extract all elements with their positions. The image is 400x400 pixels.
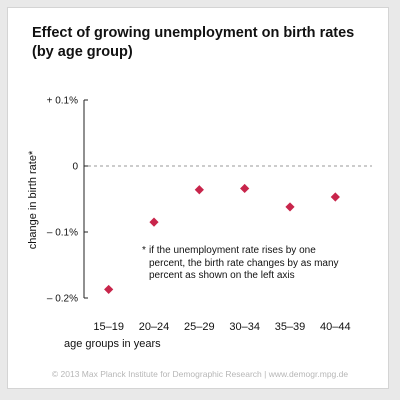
- chart-title-line2: (by age group): [32, 44, 133, 60]
- data-point-diamond: [149, 217, 159, 227]
- y-axis-label: change in birth rate*: [27, 150, 39, 249]
- y-tick-label: + 0.1%: [47, 96, 79, 107]
- data-point-diamond: [104, 284, 114, 295]
- data-point-diamond: [330, 192, 340, 202]
- x-tick-label: 25–29: [184, 321, 215, 333]
- chart-title: Effect of growing unemployment on birth …: [32, 24, 372, 62]
- footnote-text: if the unemployment rate rises by one pe…: [149, 245, 339, 281]
- y-tick-labels: + 0.1% 0 – 0.1% – 0.2%: [47, 96, 79, 305]
- chart-footnote: * if the unemployment rate rises by one …: [142, 245, 352, 283]
- y-axis: [83, 99, 88, 299]
- footnote-marker: *: [142, 245, 146, 256]
- data-point-diamond: [194, 185, 204, 195]
- x-tick-label: 20–24: [139, 321, 170, 333]
- y-tick-label: – 0.1%: [47, 228, 78, 239]
- copyright-footer: © 2013 Max Planck Institute for Demograp…: [51, 369, 349, 379]
- x-axis-label: age groups in years: [64, 338, 161, 350]
- data-point-diamond: [285, 202, 295, 212]
- y-tick-label: 0: [72, 162, 78, 173]
- x-tick-label: 40–44: [320, 321, 351, 333]
- data-points: [104, 183, 340, 295]
- x-tick-label: 35–39: [275, 321, 306, 333]
- chart-card: [8, 8, 388, 388]
- x-tick-labels: 15–19 20–24 25–29 30–34 35–39 40–44: [93, 321, 350, 333]
- y-tick-label: – 0.2%: [47, 294, 78, 305]
- data-point-diamond: [240, 183, 250, 194]
- x-tick-label: 15–19: [93, 321, 124, 333]
- chart-title-line1: Effect of growing unemployment on birth …: [32, 25, 355, 41]
- x-tick-label: 30–34: [229, 321, 260, 333]
